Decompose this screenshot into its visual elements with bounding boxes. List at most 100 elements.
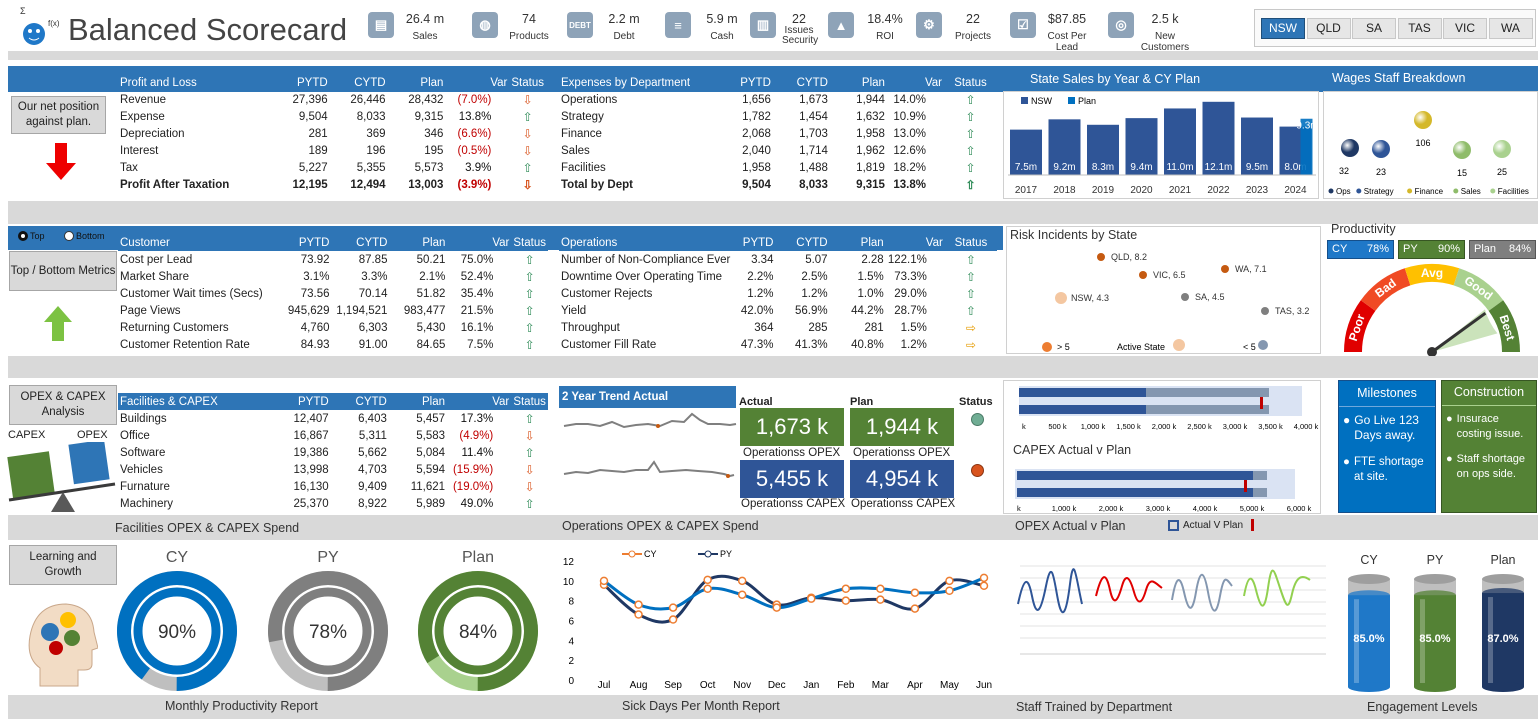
cell-value: 1,714 [799,144,828,157]
donut-title: CY [165,549,189,566]
top-radio[interactable]: Top [18,231,45,241]
x-tick-sep: Sep [664,680,682,691]
donut-center [445,598,511,664]
x-tick-dec: Dec [768,680,786,691]
fac-spend-label: Facilities OPEX & CAPEX Spend [115,521,300,535]
opex-capex-analysis-button[interactable]: OPEX & CAPEX Analysis [9,385,117,425]
cylinder-base [1414,682,1456,692]
donut-ring: 90% [117,571,238,691]
risk-label-sa: SA, 4.5 [1195,292,1225,302]
cell-value: 9,409 [358,480,387,493]
risk-title: Risk Incidents by State [1010,228,1138,242]
staff-trained-gridlines [1020,565,1326,639]
cell-value: 1,194,521 [336,304,388,317]
row-label: Tax [120,161,138,174]
kpi-text: 2.2 m Debt [599,12,649,42]
arrow-right-icon: ⇨ [965,337,976,352]
cell-value: (4.9%) [459,429,494,442]
donut-inner-ring [434,587,522,675]
bullet-icon: ● [1446,413,1453,425]
bubble-finance [1414,111,1432,129]
cell-value: 9,315 [856,178,885,191]
capex-actual-plan-title: CAPEX Actual v Plan [1013,443,1132,457]
state-button-qld[interactable]: QLD [1306,18,1351,39]
y-tick: 10 [563,577,575,588]
learning-growth-button[interactable]: Learning and Growth [9,545,117,585]
row-label: Market Share [120,270,190,283]
bar-nsw-2022 [1202,101,1235,175]
donut-inner-ring [133,587,221,675]
bottom-radio[interactable]: Bottom [64,231,105,241]
opex-tick: 1,000 k [1081,422,1106,431]
cell-value: 25,370 [293,497,329,510]
cy-value: 78% [1366,243,1389,255]
opex-bullet-chart: k 500 k 1,000 k 1,500 k 2,000 k 2,500 k 3,000 … [1019,386,1319,431]
bullet-icon: ● [1446,453,1453,465]
wages-title: Wages Staff Breakdown [1332,71,1466,85]
cell-value: 11,621 [410,480,446,493]
bar-label-2020: 9.4m [1130,162,1152,173]
debt-icon: DEBT [567,12,593,38]
point-py [979,581,989,591]
kpi-text: 22 Projects [948,12,998,42]
arrow-up-icon: ⇧ [522,160,533,175]
cell-value: 1,632 [856,110,885,123]
profit-loss-table: Profit and Loss PYTD CYTD Plan Var Status Reve… [118,74,546,193]
arrow-up-icon: ⇧ [524,303,535,318]
cell-value: 18.2% [893,161,926,174]
state-button-wa[interactable]: WA [1488,18,1533,39]
row-label: Revenue [120,93,167,106]
net-position-button[interactable]: Our net position against plan. [11,96,106,134]
capex-bullet-actual [1017,488,1253,497]
x-tick-oct: Oct [700,680,716,691]
top-bottom-metrics-button[interactable]: Top / Bottom Metrics [9,251,117,291]
bubble-value-facilities: 25 [1497,167,1507,177]
table-row: Interest 189 196 195 (0.5%) ⇩ [118,142,546,159]
kpi-text: 18.4% ROI [860,12,910,42]
py-label: PY [1403,243,1418,255]
cell-value: 13.8% [893,178,926,191]
point-py [703,575,712,585]
legend-dot-finance [1407,188,1413,194]
point-py [634,610,643,619]
kpi-text: 5.9 m Cash [697,12,747,42]
arrow-up-icon: ⇧ [965,109,976,124]
state-button-tas[interactable]: TAS [1397,18,1442,39]
capex-tick: 6,000 k [1287,504,1312,513]
point-cy [737,590,747,599]
table-row: Revenue 27,396 26,446 28,432 (7.0%) ⇩ [118,91,546,108]
legend-label-ops: Ops [1336,187,1351,196]
expenses-table: Expenses by Department PYTD CYTD Plan Var Sta… [559,74,997,193]
column-header: PYTD [285,234,332,251]
opex-tick: 3,000 k [1223,422,1248,431]
table-row: Facilities 1,958 1,488 1,819 18.2% ⇧ [559,159,997,176]
point-cy [703,584,712,594]
cell-value: 16,130 [293,480,329,493]
table-row: Downtime Over Operating Time 2.2% 2.5% 1.5%… [559,268,997,285]
y-tick: 2 [568,656,574,667]
cell-value: 369 [366,127,386,140]
cylinder-fill-top [1348,590,1390,601]
x-tick-nov: Nov [733,680,751,691]
opex-avp-label: OPEX Actual v Plan [1015,519,1126,533]
cell-value: 35.4% [460,287,494,300]
cell-value: 44.2% [851,304,884,317]
state-button-nsw[interactable]: NSW [1261,18,1305,39]
arrow-up-icon: ⇧ [524,411,535,426]
kpi-label: Products [509,31,549,42]
kpi-cost-per-lead: ☑ $87.85 Cost Per Lead [1010,12,1092,53]
point-cy [807,594,816,603]
y-tick: 6 [568,617,574,628]
cell-value: 50.21 [416,253,446,266]
cell-value: 13.8% [458,110,492,123]
opex-bullet-actual [1019,388,1146,397]
kpi-roi: ▲ 18.4% ROI [828,12,910,42]
state-button-vic[interactable]: VIC [1443,18,1487,39]
row-label: Downtime Over Operating Time [561,270,723,283]
cell-value: 281 [864,321,884,334]
opex-tick: 4,000 k [1294,422,1319,431]
state-button-sa[interactable]: SA [1352,18,1396,39]
kpi-label: Sales [412,31,438,42]
arrow-up-icon: ⇧ [965,177,976,192]
cell-value: 3.9% [465,161,492,174]
